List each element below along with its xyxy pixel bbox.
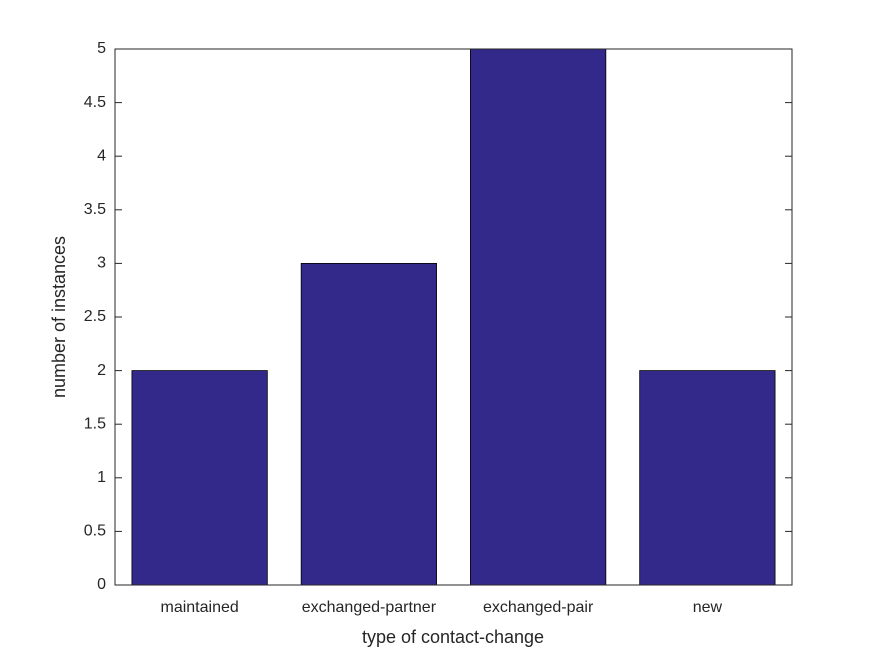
y-tick-label: 1 — [97, 469, 106, 486]
y-tick-label: 4.5 — [84, 94, 106, 111]
y-tick-label: 5 — [97, 40, 106, 57]
x-tick-label: exchanged-pair — [483, 599, 594, 616]
y-tick-label: 2.5 — [84, 308, 106, 325]
x-tick-label: maintained — [160, 599, 238, 616]
y-tick-label: 3.5 — [84, 201, 106, 218]
bar — [131, 370, 268, 586]
bar — [470, 48, 607, 586]
bar — [639, 370, 776, 586]
y-tick-label: 0 — [97, 576, 106, 593]
y-tick-label: 0.5 — [84, 523, 106, 540]
y-tick-label: 2 — [97, 362, 106, 379]
bar — [300, 262, 437, 586]
x-tick-label: new — [693, 599, 723, 616]
y-tick-label: 1.5 — [84, 415, 106, 432]
y-tick-label: 3 — [97, 255, 106, 272]
y-tick-label: 4 — [97, 147, 106, 164]
y-axis-label: number of instances — [49, 236, 69, 398]
axes-box — [114, 48, 793, 586]
x-tick-label: exchanged-partner — [302, 599, 437, 616]
x-axis-label: type of contact-change — [362, 627, 544, 647]
